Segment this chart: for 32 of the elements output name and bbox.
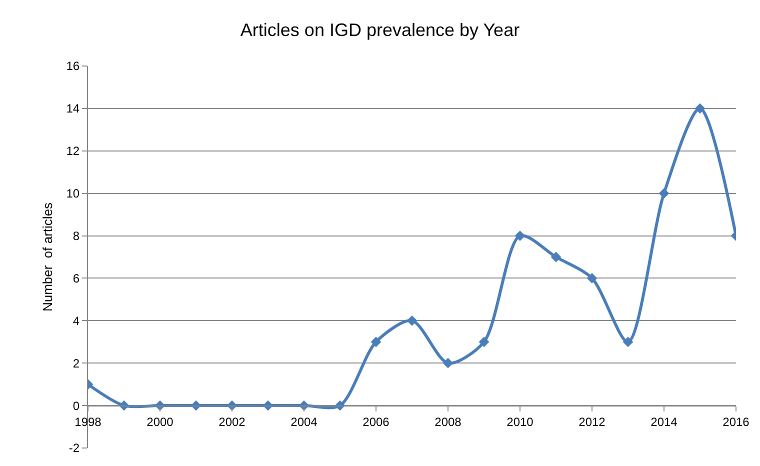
x-tick-label: 2016 xyxy=(722,414,750,429)
x-tick-label: 1998 xyxy=(74,414,102,429)
point xyxy=(442,358,454,368)
y-tick-label: 6 xyxy=(72,271,80,286)
x-tick-label: 2000 xyxy=(146,414,174,429)
y-tick-label: 10 xyxy=(66,186,80,201)
y-tick-label: 4 xyxy=(72,314,80,328)
y-tick-label: 14 xyxy=(66,102,80,116)
point xyxy=(550,252,562,262)
y-axis-title: Number of articles xyxy=(40,202,55,312)
point xyxy=(406,315,418,326)
y-tick-label: -2 xyxy=(68,441,80,456)
point xyxy=(478,336,490,348)
point xyxy=(694,103,706,114)
point xyxy=(370,336,382,348)
chart-title: Articles on IGD prevalence by Year xyxy=(240,20,520,40)
point xyxy=(658,188,670,199)
x-tick-label: 2002 xyxy=(218,414,246,429)
y-tick-label: 8 xyxy=(72,228,80,243)
point xyxy=(622,336,634,348)
y-tick-label: 2 xyxy=(72,356,80,370)
x-tick-label: 2010 xyxy=(506,414,534,429)
x-tick-label: 2004 xyxy=(290,414,318,429)
y-tick-label: 12 xyxy=(66,144,80,158)
x-tick-label: 2006 xyxy=(362,414,390,429)
point xyxy=(586,273,598,284)
y-tick-label: 0 xyxy=(72,398,80,413)
x-tick-label: 2014 xyxy=(650,414,678,429)
point xyxy=(514,230,526,241)
y-tick-label: 16 xyxy=(66,59,80,74)
x-tick-label: 2008 xyxy=(434,414,462,429)
x-tick-label: 2012 xyxy=(578,414,606,429)
